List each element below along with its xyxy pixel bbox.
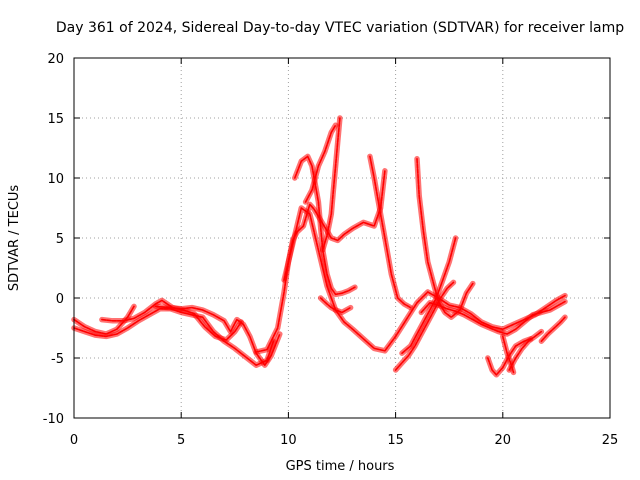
series-arc-16 [486,337,532,376]
series-arc-11 [369,155,412,309]
series-arc-13 [401,237,457,355]
x-tick-label: 25 [602,433,619,448]
y-tick-label: 0 [56,292,64,307]
x-tick-label: 5 [177,433,185,448]
series-arc-12 [394,281,455,371]
axis-ticks: 0 5 10 15 20 25 -10 -5 0 5 10 15 20 [43,52,619,448]
series-arc-18 [508,330,543,371]
x-axis-label: GPS time / hours [286,459,395,474]
y-tick-label: 20 [47,52,64,67]
series-arc-7 [293,155,356,296]
series-arc-8 [304,124,337,203]
x-tick-label: 20 [495,433,512,448]
series-arc-14 [416,158,474,319]
y-tick-label: -10 [43,412,64,427]
chart-title: Day 361 of 2024, Sidereal Day-to-day VTE… [56,20,624,36]
series-arc-4 [154,305,281,367]
data-series [71,115,568,378]
y-tick-label: 10 [47,172,64,187]
y-axis-label: SDTVAR / TECUs [7,185,22,292]
y-tick-label: 5 [56,232,64,247]
plot-frame [73,57,611,419]
x-tick-label: 10 [280,433,297,448]
x-tick-label: 15 [387,433,404,448]
series-arc-11-band [367,153,414,311]
y-tick-label: 15 [47,112,64,127]
series-arc-6 [283,207,566,352]
series-arc-19 [540,316,566,343]
series-arc-9 [319,297,352,314]
series-arc-15 [420,300,566,335]
x-tick-label: 0 [70,433,78,448]
series-arc-10 [321,117,341,251]
y-tick-label: -5 [51,352,64,367]
